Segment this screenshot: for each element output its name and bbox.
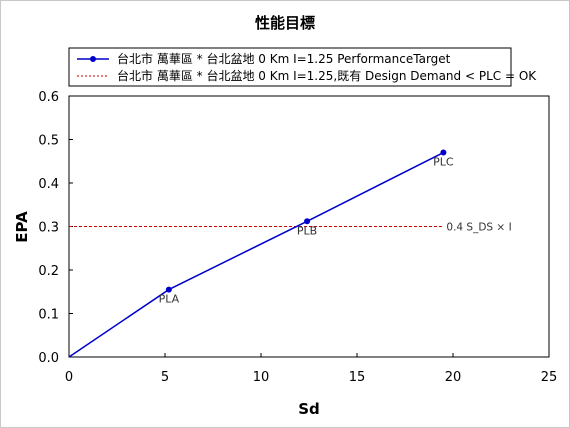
chart-title: 性能目標 (255, 14, 315, 32)
y-axis-ticks: 0.0 0.1 0.2 0.3 0.4 0.5 0.6 (38, 90, 73, 366)
y-axis-label: EPA (13, 211, 31, 243)
performance-target-line (68, 151, 444, 358)
y-tick-label: 0.0 (38, 351, 59, 366)
legend-label-design-demand: 台北市 萬華區 * 台北盆地 0 Km I=1.25,既有 Design Dem… (117, 68, 537, 83)
design-demand-label: 0.4 S_DS × I (446, 222, 511, 234)
legend-marker-performance-target (90, 56, 96, 62)
point-label-plc: PLC (433, 156, 454, 169)
legend-label-performance-target: 台北市 萬華區 * 台北盆地 0 Km I=1.25 PerformanceTa… (117, 51, 451, 66)
point-label-pla: PLA (159, 293, 180, 306)
x-axis-ticks: 0 5 10 15 20 25 (65, 353, 557, 385)
legend-box (68, 47, 512, 87)
x-tick-label: 15 (349, 370, 366, 385)
point-marker-pla (165, 286, 172, 293)
x-axis-label: Sd (298, 400, 320, 418)
x-tick-label: 5 (161, 370, 169, 385)
x-tick-label: 10 (253, 370, 270, 385)
x-tick-label: 0 (65, 370, 73, 385)
point-marker-plc (440, 149, 447, 156)
legend-entry-performance-target: 台北市 萬華區 * 台北盆地 0 Km I=1.25 PerformanceTa… (77, 51, 451, 66)
legend-entry-design-demand: 台北市 萬華區 * 台北盆地 0 Km I=1.25,既有 Design Dem… (77, 68, 537, 83)
legend: 台北市 萬華區 * 台北盆地 0 Km I=1.25 PerformanceTa… (68, 47, 537, 87)
y-tick-label: 0.5 (38, 134, 59, 149)
point-label-plb: PLB (297, 224, 317, 237)
point-marker-plb (304, 218, 311, 225)
x-tick-label: 20 (445, 370, 462, 385)
y-tick-label: 0.4 (38, 177, 59, 192)
y-tick-label: 0.6 (38, 90, 59, 105)
x-tick-label: 25 (541, 370, 558, 385)
y-tick-label: 0.1 (38, 308, 59, 323)
series-layer: 0.4 S_DS × I PLA PLB PLC (68, 149, 512, 358)
y-tick-label: 0.2 (38, 264, 59, 279)
y-tick-label: 0.3 (38, 221, 59, 236)
